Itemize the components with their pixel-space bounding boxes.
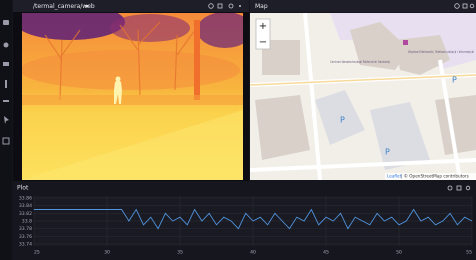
icon[interactable] [3,62,9,66]
y-tick-label: 33.8 [22,219,32,225]
y-tick-label: 33.84 [19,203,32,209]
panel-title[interactable]: /termal_camera/web [33,3,95,10]
parking-label: P [452,76,457,85]
y-tick-label: 33.74 [19,242,32,248]
attribution: | © OpenStreetMap contributors [401,174,469,179]
zoom-out[interactable]: − [259,37,267,48]
map-label: Centrum Nanotechnologii Politechniki Gda… [330,60,390,64]
y-tick-label: 33.76 [19,234,32,240]
map-view: Centrum Nanotechnologii Politechniki Gda… [250,13,476,180]
parking-label: P [340,116,345,125]
parking-label: P [385,148,390,157]
x-tick-label: 25 [34,250,40,256]
thermal-image [15,4,253,180]
y-tick-label: 33.78 [19,226,32,232]
x-tick-label: 45 [323,250,329,256]
x-tick-label: 35 [177,250,183,256]
icon[interactable] [3,100,9,102]
icon[interactable] [3,20,9,25]
sidebar [0,0,12,260]
app-window: /termal_camera/web Map [0,0,476,260]
x-tick-label: 50 [396,250,402,256]
x-tick-label: 30 [104,250,110,256]
panel-title[interactable]: Plot [17,185,29,192]
panel-title[interactable]: Map [255,3,268,10]
x-tick-label: 55 [466,250,472,256]
attribution-link[interactable]: Leaflet [387,174,402,179]
y-tick-label: 33.82 [19,211,32,217]
map-poi [403,40,408,45]
map-label: Wydział Elektroniki, Telekomunikacji i I… [408,50,474,54]
y-tick-label: 33.86 [19,196,32,202]
icon[interactable] [5,80,7,88]
zoom-in[interactable]: + [259,21,267,32]
panel-header [250,0,476,12]
icon[interactable] [4,43,9,48]
x-tick-label: 40 [250,250,256,256]
